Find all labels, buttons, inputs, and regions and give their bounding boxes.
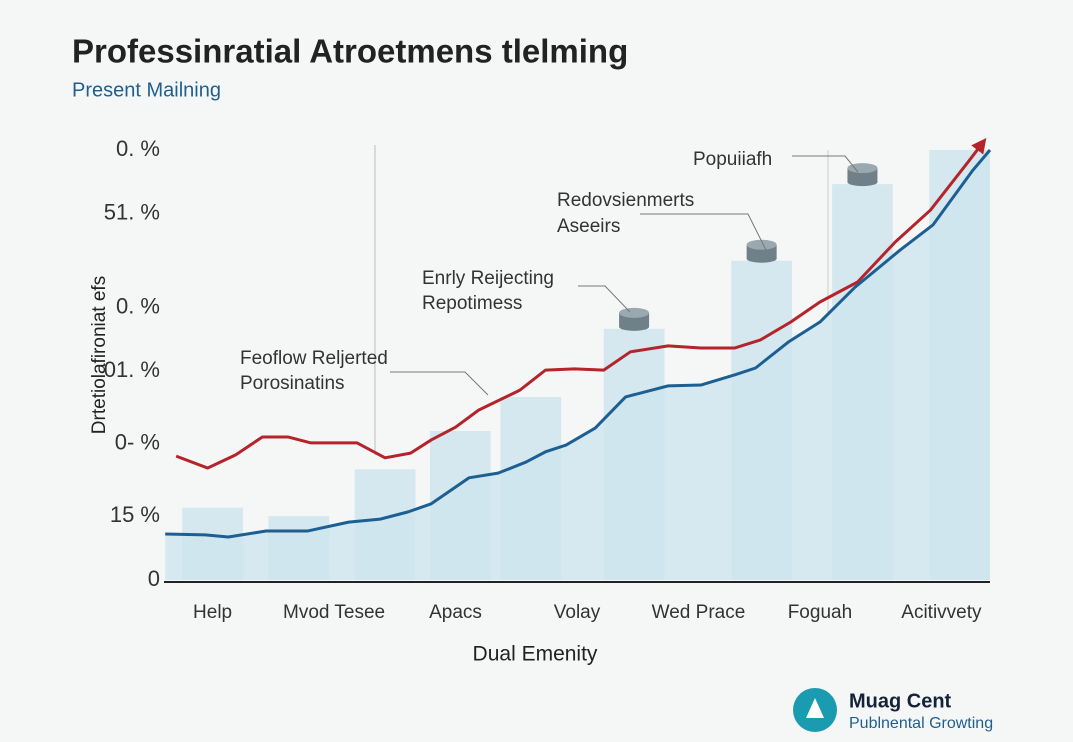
cylinder <box>619 307 650 318</box>
cylinder <box>847 163 878 174</box>
cylinder <box>619 322 650 331</box>
y-tick-label: 0. % <box>116 293 160 318</box>
annotation: Aseeirs <box>557 216 620 237</box>
annotation: Repotimess <box>422 293 522 314</box>
bar <box>832 184 893 581</box>
bar <box>731 260 793 580</box>
x-tick-label: Wed Prace <box>652 602 746 623</box>
annotation: Redovsienmerts <box>557 190 694 211</box>
annotation: Popuiiafh <box>693 149 772 170</box>
chart-subtitle: Present Mailning <box>72 79 221 101</box>
chart-title: Professinratial Atroetmens tlelming <box>72 33 628 70</box>
y-tick-label: 0 <box>148 566 160 591</box>
cylinder <box>847 178 878 187</box>
bar <box>500 396 562 580</box>
y-tick-label: 0. % <box>116 136 160 161</box>
x-tick-label: Foguah <box>788 602 852 623</box>
line <box>165 149 992 539</box>
annotation: Feoflow Reljerted <box>240 348 388 369</box>
annotation: Porosinatins <box>240 373 345 394</box>
leader-line <box>578 285 631 313</box>
y-axis-label: Drtetiolafironiat efs <box>89 276 110 434</box>
y-tick-label: 51. % <box>104 200 160 225</box>
leader-line <box>390 371 489 396</box>
cylinder <box>746 254 777 263</box>
logo-tagline: Publnental Growting <box>849 715 993 732</box>
bar <box>430 431 491 580</box>
x-tick-label: Mvod Tesee <box>283 602 385 623</box>
leader-line <box>640 213 767 251</box>
x-tick-label: Volay <box>554 602 601 623</box>
logo-name: Muag Cent <box>849 690 952 712</box>
bar <box>268 516 330 580</box>
x-tick-label: Help <box>193 602 232 623</box>
bar <box>929 150 990 580</box>
y-tick-label: 0- % <box>115 430 160 455</box>
x-axis-label: Dual Emenity <box>473 643 598 666</box>
line <box>175 138 987 470</box>
annotation: Enrly Reijecting <box>422 268 554 289</box>
y-tick-label: 15 % <box>110 502 160 527</box>
bar <box>603 328 665 580</box>
cylinder <box>746 239 777 250</box>
bar <box>182 507 243 580</box>
bar <box>354 469 416 580</box>
x-tick-label: Apacs <box>429 602 482 623</box>
y-tick-label: 01. % <box>104 357 160 382</box>
x-tick-label: Acitivvety <box>901 602 982 623</box>
leader-line <box>792 155 859 173</box>
logo-icon <box>806 698 824 718</box>
